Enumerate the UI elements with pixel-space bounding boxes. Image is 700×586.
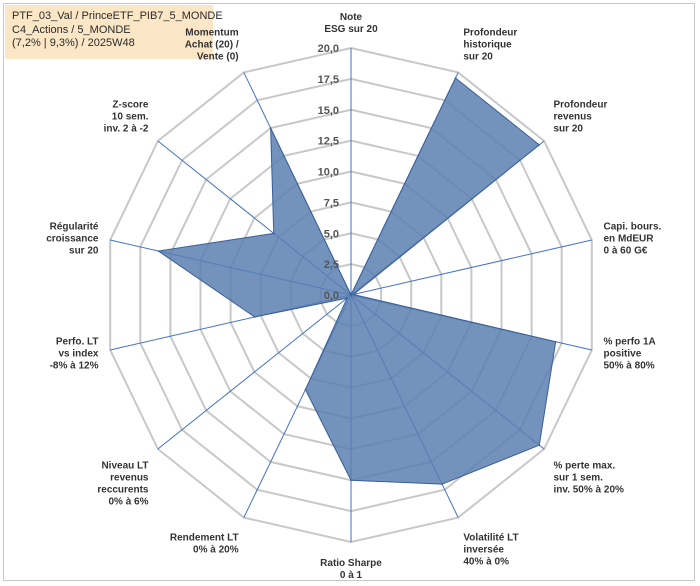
tick-label-7: 17,5 [318,74,339,86]
title-line-1: PTF_03_Val / PrinceETF_PIB7_5_MONDE [12,10,223,22]
data-point-5 [538,444,541,446]
category-label-10: Perfo. LT vs index -8% à 12% [50,337,99,372]
data-point-8 [304,388,307,391]
title-line-2: C4_Actions / 5_MONDE [12,23,131,36]
data-point-7 [350,479,352,482]
data-point-11 [157,250,160,252]
title-line-3: (7,2% | 9,3%) / 2025W48 [12,37,135,49]
category-label-2: Profondeur revenus sur 20 [553,100,607,135]
category-label-11: Régularité croissance sur 20 [46,221,99,256]
data-point-13 [269,127,272,129]
category-label-3: Capi. bours. en MdEUR 0 à 60 G€ [604,221,662,256]
chart-frame [3,3,695,581]
tick-label-1: 2,5 [324,259,339,271]
tick-label-0: 0,0 [324,290,339,302]
tick-label-3: 7,5 [324,197,339,209]
category-label-9: Niveau LT revenus reccurents 0% à 6% [97,460,149,507]
category-label-0: Note ESG sur 20 [324,12,378,35]
data-point-0 [350,294,352,296]
tick-label-4: 10,0 [318,167,339,179]
tick-label-5: 12,5 [318,136,339,148]
tick-label-8: 20,0 [318,43,339,55]
category-label-7: Ratio Sharpe 0 à 1 [320,558,382,581]
data-point-3 [352,293,355,296]
category-label-1: Profondeur historique sur 20 [463,28,517,63]
data-point-10 [253,316,256,318]
series-area-0 [157,77,557,485]
data-point-9 [346,297,348,299]
data-point-2 [538,144,541,146]
data-point-6 [441,483,443,485]
title-box: PTF_03_Val / PrinceETF_PIB7_5_MONDE C4_A… [5,5,223,59]
category-label-5: % perte max. sur 1 sem. inv. 50% à 20% [553,460,624,495]
axis-spoke-3 [350,239,592,296]
category-label-4: % perfo 1A positive 50% à 80% [604,337,656,372]
tick-label-2: 5,0 [324,228,339,240]
category-label-13: Momentum Achat (20) / Vente (0) [185,28,239,63]
category-label-8: Rendement LT 0% à 20% [170,532,239,555]
data-point-1 [454,77,457,79]
axis-spoke-9 [157,294,352,450]
data-point-12 [272,232,275,235]
category-label-6: Volatilité LT inversée 40% à 0% [463,532,518,567]
category-label-12: Z-score 10 sem. inv. 2 à -2 [104,100,149,135]
data-point-4 [554,340,557,343]
tick-label-6: 15,0 [318,105,339,117]
